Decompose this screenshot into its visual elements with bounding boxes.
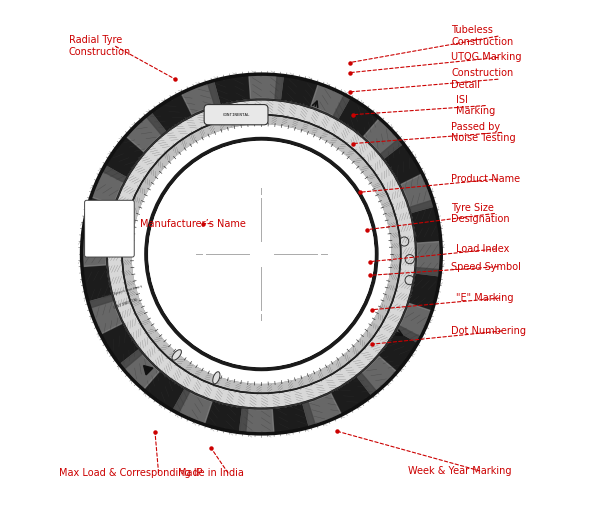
Circle shape [149,142,374,366]
Wedge shape [92,166,126,205]
Wedge shape [410,200,433,212]
Circle shape [82,74,441,434]
Wedge shape [397,326,420,342]
Wedge shape [82,232,107,267]
Wedge shape [147,113,166,135]
Wedge shape [103,166,126,182]
Text: Speed Symbol: Speed Symbol [451,262,521,272]
Text: Product Name: Product Name [451,174,521,184]
FancyBboxPatch shape [85,200,134,257]
Wedge shape [89,296,113,308]
Wedge shape [357,373,376,395]
Circle shape [107,100,416,408]
Wedge shape [126,113,166,152]
Text: Week & Year Marking: Week & Year Marking [408,466,512,476]
Wedge shape [303,393,341,426]
Wedge shape [173,389,212,424]
Circle shape [107,100,416,408]
Text: Passed by
Noise Testing: Passed by Noise Testing [451,121,516,143]
Wedge shape [381,139,402,158]
Wedge shape [416,268,440,276]
Wedge shape [357,356,397,395]
Text: ContiSportContact: ContiSportContact [102,283,144,299]
Wedge shape [120,350,142,369]
Text: Dot Numbering: Dot Numbering [451,326,526,336]
Text: Radial Tyre
Construction: Radial Tyre Construction [69,36,131,57]
Text: STEEL RADIAL: STEEL RADIAL [209,104,246,120]
Wedge shape [173,389,190,412]
Circle shape [122,115,401,393]
Text: CONTINENTAL: CONTINENTAL [113,297,140,309]
Text: CONTINENTAL: CONTINENTAL [222,113,250,117]
Circle shape [149,142,374,366]
Wedge shape [275,76,283,100]
Wedge shape [84,232,107,240]
Wedge shape [120,350,160,389]
Text: Tyre Size
Designation: Tyre Size Designation [451,203,510,224]
Circle shape [122,115,401,393]
Wedge shape [208,82,220,106]
Wedge shape [363,119,402,158]
Wedge shape [400,174,433,212]
Wedge shape [311,84,349,119]
Circle shape [132,125,391,383]
Wedge shape [303,402,315,426]
Ellipse shape [213,372,220,384]
Text: Load Index: Load Index [456,244,510,254]
Wedge shape [333,96,349,119]
Wedge shape [182,82,220,115]
Text: Manufacturer’s Name: Manufacturer’s Name [140,218,246,229]
Ellipse shape [172,350,181,360]
Wedge shape [249,75,283,100]
Text: Made in India: Made in India [178,468,244,478]
Wedge shape [239,408,274,433]
Wedge shape [89,296,122,334]
Text: "E" Marking: "E" Marking [456,293,514,303]
Wedge shape [397,303,431,342]
Circle shape [132,125,391,383]
Text: Construction
Detail: Construction Detail [451,69,514,90]
Text: Max Load & Corresponding IP: Max Load & Corresponding IP [59,468,203,478]
Wedge shape [416,241,440,276]
Circle shape [145,138,378,370]
FancyBboxPatch shape [204,105,268,125]
Text: Tubeless
Construction: Tubeless Construction [451,25,514,47]
Wedge shape [239,408,248,432]
Text: UTQG Marking: UTQG Marking [451,52,522,62]
Text: ISI
Marking: ISI Marking [456,95,495,116]
